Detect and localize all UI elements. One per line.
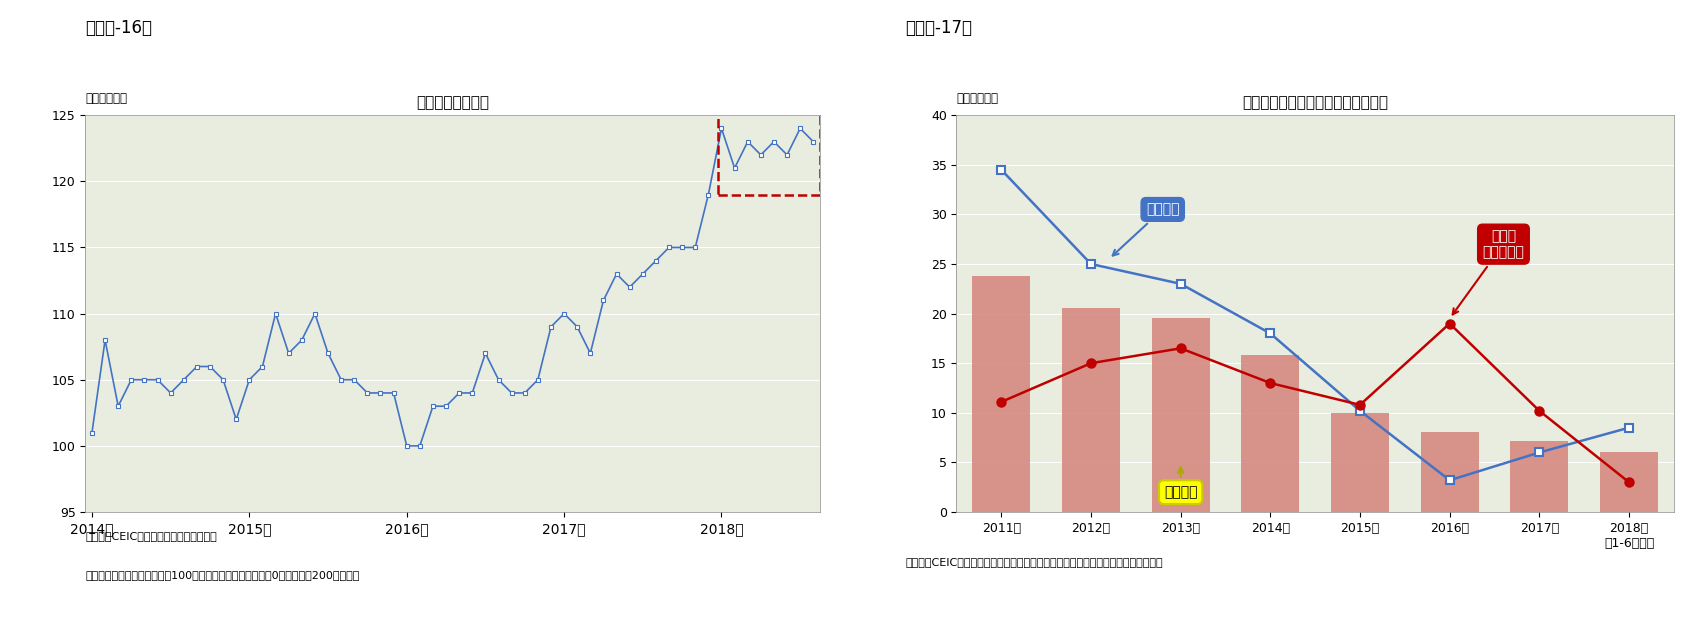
Bar — [1420, 431, 1478, 512]
Text: 民間企業: 民間企業 — [1111, 202, 1180, 255]
Bar — [1241, 355, 1299, 512]
Text: （図表-16）: （図表-16） — [85, 19, 152, 37]
Title: 固定資産投資（国有と民間）の推移: 固定資産投資（国有と民間）の推移 — [1241, 95, 1388, 110]
Text: （資料）CEIC（出所は中国国家統計局）のデータを元にニッセイ基礎研究所で推定: （資料）CEIC（出所は中国国家統計局）のデータを元にニッセイ基礎研究所で推定 — [905, 557, 1162, 567]
Bar — [1062, 308, 1120, 512]
Title: 消費者信頼感指数: 消費者信頼感指数 — [417, 95, 488, 110]
Text: （資料）CEIC（出所は中国国家統計局）: （資料）CEIC（出所は中国国家統計局） — [85, 531, 217, 541]
Bar — [1330, 413, 1388, 512]
Text: （注）消費者信頼感指数は、100が楽観と悲観の境界線で、0は最悲観、200は最楽観: （注）消費者信頼感指数は、100が楽観と悲観の境界線で、0は最悲観、200は最楽… — [85, 570, 360, 580]
Bar — [1599, 452, 1657, 512]
Bar — [971, 276, 1029, 512]
Bar — [717, 113, 819, 195]
Text: 国有・
持ち株企業: 国有・ 持ち株企業 — [1453, 229, 1524, 314]
Text: 投資全体: 投資全体 — [1162, 467, 1197, 499]
Text: （前年比％）: （前年比％） — [956, 92, 999, 105]
Text: （ポイント）: （ポイント） — [85, 92, 128, 104]
Bar — [1509, 440, 1567, 512]
Text: （図表-17）: （図表-17） — [905, 19, 971, 37]
Bar — [1151, 317, 1209, 512]
